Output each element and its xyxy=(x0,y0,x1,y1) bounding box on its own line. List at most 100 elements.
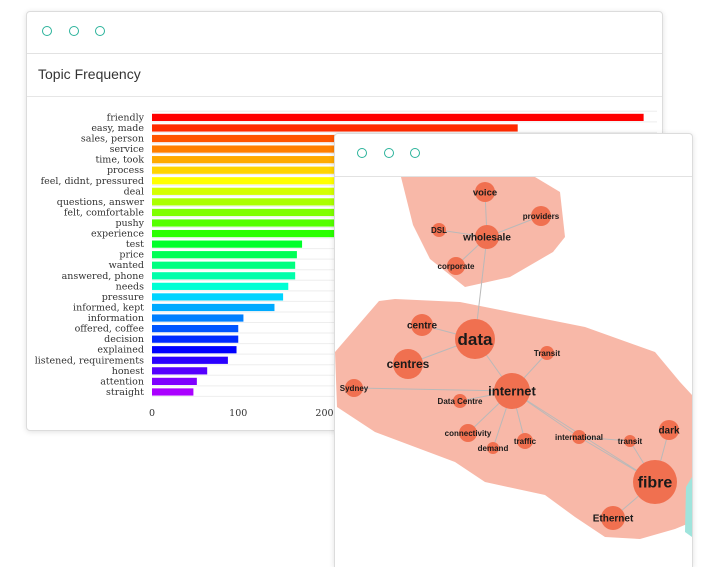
category-label: price xyxy=(119,250,144,261)
topic-cluster xyxy=(685,477,692,537)
category-label: needs xyxy=(116,281,144,292)
network-node xyxy=(601,506,625,530)
category-label: deal xyxy=(124,186,144,197)
node-label: fibre xyxy=(638,475,673,492)
x-tick-label: 200 xyxy=(315,408,333,419)
category-label: honest xyxy=(112,366,144,377)
category-label: pressure xyxy=(102,292,145,303)
category-label: informed, kept xyxy=(73,302,144,313)
topic-cluster xyxy=(335,299,692,539)
window-control-dot[interactable] xyxy=(69,26,79,36)
panel-title: Topic Frequency xyxy=(38,66,141,82)
category-label: feel, didnt, pressured xyxy=(41,176,144,187)
window-control-dot[interactable] xyxy=(410,148,420,158)
bar xyxy=(152,377,197,385)
bar xyxy=(152,388,194,396)
bar xyxy=(152,229,347,238)
x-tick-label: 0 xyxy=(149,408,155,419)
node-label: voice xyxy=(473,187,497,198)
network-node xyxy=(459,424,477,442)
network-node xyxy=(393,349,423,379)
bar xyxy=(152,187,442,195)
node-label: traffic xyxy=(514,437,537,446)
x-tick-label: 100 xyxy=(229,408,247,419)
network-node xyxy=(345,379,363,397)
category-label: time, took xyxy=(95,155,144,166)
network-node xyxy=(432,223,446,237)
category-label: friendly xyxy=(107,112,145,123)
node-label: Data Centre xyxy=(438,397,483,406)
network-node xyxy=(494,373,530,409)
network-node xyxy=(475,225,499,249)
network-node xyxy=(455,319,495,359)
node-label: centre xyxy=(407,321,437,332)
bar xyxy=(152,303,275,312)
category-label: process xyxy=(107,165,144,176)
bar xyxy=(152,219,351,227)
node-label: centres xyxy=(387,357,430,371)
node-label: dark xyxy=(658,426,680,437)
network-node xyxy=(487,442,499,454)
node-label: Transit xyxy=(534,349,561,358)
bar xyxy=(152,134,480,143)
bar xyxy=(152,177,449,185)
network-window: voice providers DSL wholesale corporate centr… xyxy=(334,133,693,567)
bar xyxy=(152,346,237,354)
bar xyxy=(152,156,465,164)
category-label: straight xyxy=(106,387,144,398)
network-node xyxy=(453,394,467,408)
bar xyxy=(152,208,353,217)
node-label: DSL xyxy=(431,226,447,235)
category-label: answered, phone xyxy=(62,271,145,282)
network-edge xyxy=(353,387,513,392)
node-label: Ethernet xyxy=(593,514,634,525)
node-label: connectivity xyxy=(445,429,492,438)
network-node xyxy=(633,460,677,504)
bar xyxy=(152,261,296,269)
network-node xyxy=(447,257,465,275)
category-label: sales, person xyxy=(81,134,144,145)
category-label: pushy xyxy=(115,218,144,229)
bar xyxy=(152,145,473,153)
network-edge xyxy=(578,436,631,442)
bar xyxy=(152,240,303,248)
network-node xyxy=(572,430,586,444)
bar xyxy=(152,282,289,290)
bar xyxy=(152,251,297,259)
bar xyxy=(152,272,296,280)
category-label: information xyxy=(88,313,144,324)
category-label: service xyxy=(110,144,145,155)
bar xyxy=(152,198,356,206)
window-titlebar xyxy=(27,12,662,54)
window-control-dot[interactable] xyxy=(95,26,105,36)
bar xyxy=(152,314,244,322)
network-node xyxy=(659,420,679,440)
window-control-dot[interactable] xyxy=(384,148,394,158)
category-label: attention xyxy=(100,376,144,387)
topic-network-graph: voice providers DSL wholesale corporate centr… xyxy=(335,177,692,539)
node-label: corporate xyxy=(438,262,475,271)
category-label: listened, requirements xyxy=(35,355,144,366)
window-control-dot[interactable] xyxy=(42,26,52,36)
divider xyxy=(27,96,662,97)
bar xyxy=(152,325,239,333)
window-titlebar xyxy=(335,134,692,177)
bar xyxy=(152,293,284,301)
category-label: wanted xyxy=(109,260,144,271)
bar xyxy=(152,113,644,121)
category-label: experience xyxy=(91,229,144,240)
window-control-dot[interactable] xyxy=(357,148,367,158)
node-label: wholesale xyxy=(462,233,511,244)
node-label: international xyxy=(555,433,603,442)
bar xyxy=(152,335,239,343)
network-node xyxy=(475,182,495,202)
bar xyxy=(152,166,456,174)
network-node xyxy=(411,314,433,336)
bar xyxy=(152,367,208,375)
node-label: transit xyxy=(618,437,643,446)
node-label: internet xyxy=(488,384,536,399)
network-node xyxy=(540,346,554,360)
category-label: questions, answer xyxy=(57,197,145,208)
category-label: easy, made xyxy=(91,123,144,134)
node-label: providers xyxy=(523,212,560,221)
